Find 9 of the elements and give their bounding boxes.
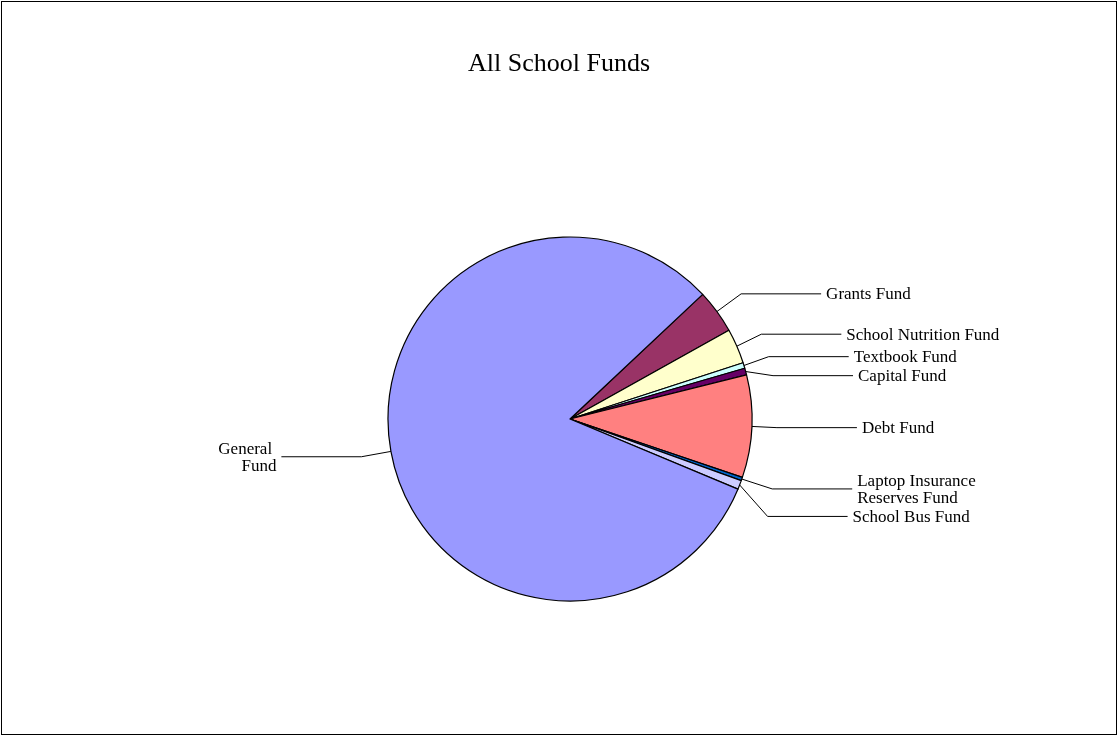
slice-label: Laptop Insurance Reserves Fund xyxy=(857,470,980,507)
slice-label: Debt Fund xyxy=(861,418,935,438)
slice-label: General Fund xyxy=(218,438,277,475)
slice-label: School Nutrition Fund xyxy=(846,324,1000,344)
slice-label: Textbook Fund xyxy=(853,347,958,367)
slice-label: Capital Fund xyxy=(858,366,947,386)
chart-title: All School Funds xyxy=(467,47,651,77)
slice-label: School Bus Fund xyxy=(852,506,971,526)
slice-label: Grants Fund xyxy=(826,284,912,304)
